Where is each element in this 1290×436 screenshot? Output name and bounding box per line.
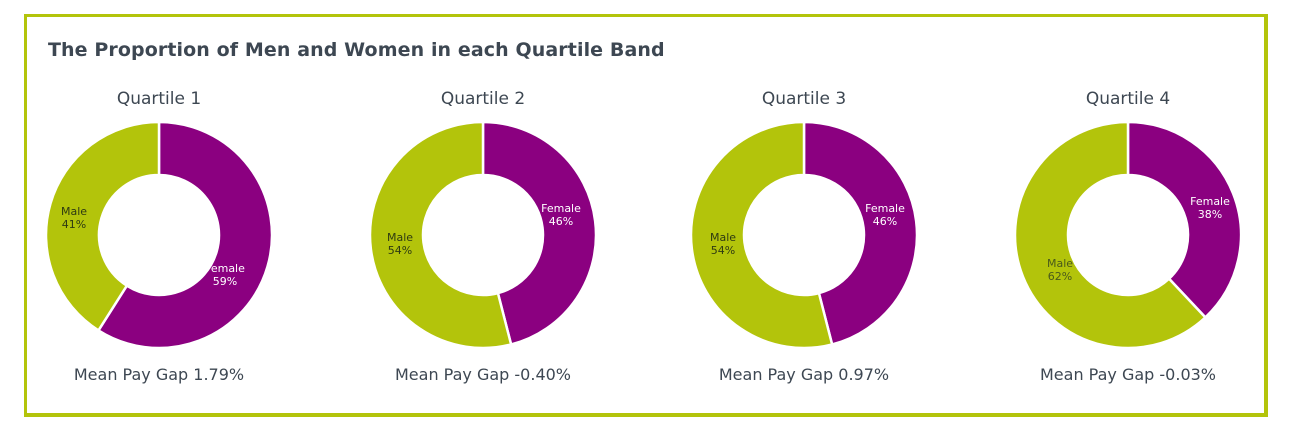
donut-chart: Female 38% Male 62% — [1013, 120, 1243, 350]
female-segment-label: Female 46% — [541, 202, 581, 228]
female-segment — [1126, 120, 1243, 320]
female-segment-label: Female 38% — [1190, 195, 1230, 221]
mean-pay-gap: Mean Pay Gap 1.79% — [73, 365, 245, 384]
donut-svg — [368, 120, 598, 350]
quartile-title: Quartile 1 — [116, 89, 202, 109]
quartile-title: Quartile 4 — [1085, 89, 1171, 109]
donut-chart: Female 59% Male 41% — [44, 120, 274, 350]
male-segment — [1013, 120, 1208, 350]
donut-svg — [689, 120, 919, 350]
mean-pay-gap: Mean Pay Gap 0.97% — [718, 365, 890, 384]
mean-pay-gap: Mean Pay Gap -0.40% — [394, 365, 571, 384]
mean-pay-gap: Mean Pay Gap -0.03% — [1039, 365, 1216, 384]
donut-chart: Female 46% Male 54% — [689, 120, 919, 350]
female-segment-label: Female 46% — [865, 202, 905, 228]
male-segment-label: Male 54% — [386, 231, 414, 257]
female-segment — [481, 120, 598, 346]
female-segment — [802, 120, 919, 346]
donut-svg — [44, 120, 274, 350]
donut-svg — [1013, 120, 1243, 350]
quartile-title: Quartile 3 — [761, 89, 847, 109]
male-segment-label: Male 54% — [709, 231, 737, 257]
quartile-1: Quartile 1 Female 59% Male 41% Mean Pay … — [19, 17, 299, 413]
male-segment — [368, 120, 513, 350]
female-segment-label: Female 59% — [205, 262, 245, 288]
quartile-3: Quartile 3 Female 46% Male 54% Mean Pay … — [664, 17, 944, 413]
quartile-chart-panel: The Proportion of Men and Women in each … — [24, 14, 1268, 417]
male-segment — [44, 120, 161, 333]
male-segment-label: Male 41% — [60, 205, 88, 231]
male-segment — [689, 120, 834, 350]
female-segment — [96, 120, 274, 350]
chart-title: The Proportion of Men and Women in each … — [48, 39, 665, 61]
quartile-4: Quartile 4 Female 38% Male 62% Mean Pay … — [988, 17, 1268, 413]
quartile-2: Quartile 2 Female 46% Male 54% Mean Pay … — [343, 17, 623, 413]
donut-chart: Female 46% Male 54% — [368, 120, 598, 350]
male-segment-label: Male 62% — [1046, 257, 1074, 283]
quartile-title: Quartile 2 — [440, 89, 526, 109]
